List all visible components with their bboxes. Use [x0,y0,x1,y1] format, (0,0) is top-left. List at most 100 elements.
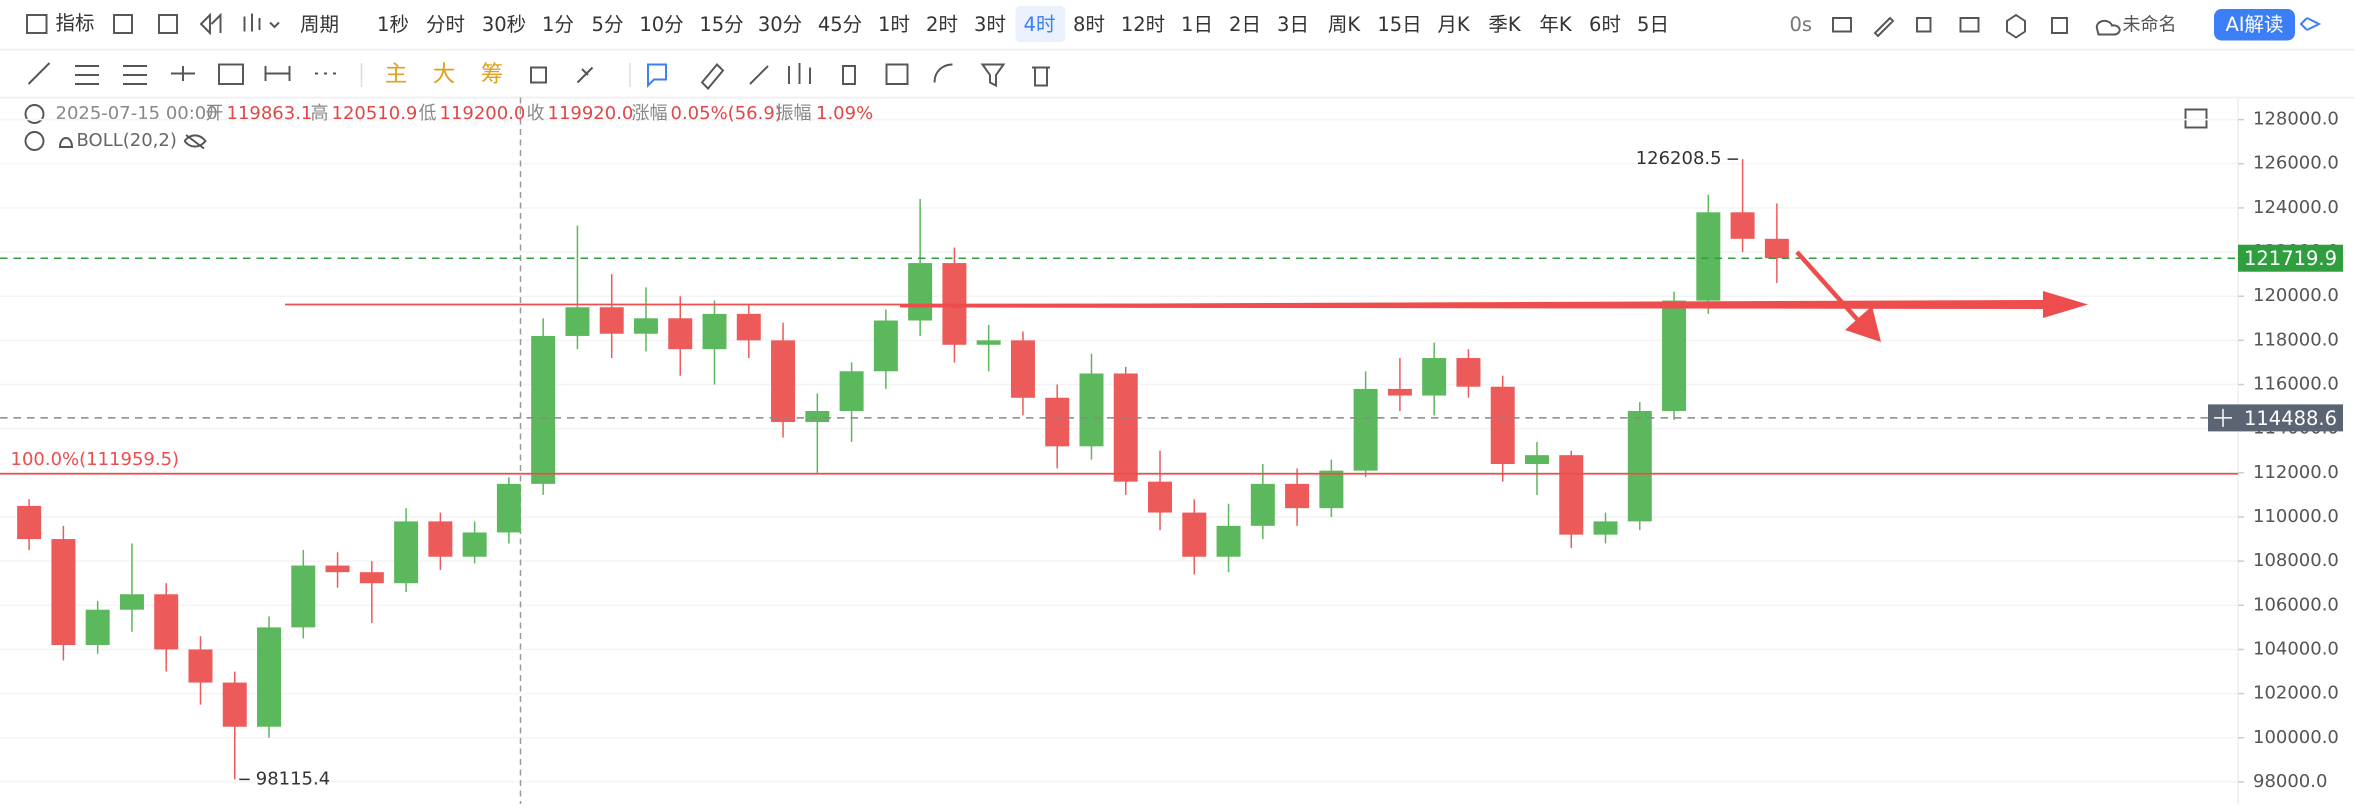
high-annotation: 126208.5 [1636,148,1722,169]
y-tick-label: 116000.0 [2253,374,2339,395]
period-option[interactable]: 2时 [926,13,958,36]
chart-tool[interactable]: 主 [385,62,408,88]
period-option[interactable]: 5分 [592,13,624,36]
candle-body [1285,483,1310,509]
period-option[interactable]: 30秒 [482,13,526,36]
period-option[interactable]: 季K [1488,13,1522,36]
candle-body [565,307,590,336]
candle-body [291,565,316,628]
candle-body [222,682,247,727]
candle-body [1010,340,1035,398]
candle-body [1490,386,1515,464]
period-option[interactable]: 15日 [1377,13,1421,36]
candle-body [1627,411,1652,522]
last-price-label: 121719.9 [2244,247,2337,270]
info-field: 振幅 [776,103,812,124]
ai-button[interactable]: AI解读 [2225,13,2283,36]
y-tick-label: 102000.0 [2253,683,2339,704]
info-field: 119863.1 [227,103,313,124]
info-time: 2025-07-15 00:00 [56,103,218,124]
info-field: 开 [206,103,224,124]
candle-body [257,627,282,727]
candle-body [702,313,727,350]
candle-body [1387,388,1412,396]
last-price-tag [2238,244,2343,272]
candle-body [1593,521,1618,535]
price-axis: 98000.0 100000.0 102000.0 104000.0 106000.0 1… [2238,109,2339,792]
y-tick-label: 108000.0 [2253,550,2339,571]
candle-body [976,340,1001,345]
period-option[interactable]: 1秒 [377,13,409,36]
period-option[interactable]: 周K [1328,13,1362,36]
info-field: 低 [419,103,437,124]
candle-body [908,263,933,321]
candle-body [1353,388,1378,471]
info-field: 119200.0 [440,103,526,124]
info-field: 0.05%(56.9) [671,103,782,124]
chart-tool[interactable]: 大 [433,62,456,88]
low-annotation: 98115.4 [256,768,330,789]
period-option[interactable]: 30分 [758,13,802,36]
period-option[interactable]: 3时 [974,13,1006,36]
candle-body [462,532,487,557]
candle-body [873,320,898,372]
period-option[interactable]: 8时 [1073,13,1105,36]
candle-body [1148,481,1173,513]
candle-body [394,521,419,584]
period-option[interactable]: 15分 [699,13,743,36]
chart-tool[interactable]: 筹 [481,62,504,88]
period-option[interactable]: 4时 [1024,13,1056,36]
indicator-button[interactable]: 指标 [56,12,95,35]
candle-body [1456,358,1481,387]
period-option[interactable]: 10分 [639,13,683,36]
candle-body [1079,373,1104,447]
candle-body [188,649,213,683]
period-option[interactable]: 年K [1539,13,1573,36]
candle-body [1045,397,1070,447]
period-option[interactable]: 月K [1437,13,1471,36]
candle-body [531,335,556,484]
candle-body [119,594,144,610]
candle-body [1216,525,1241,557]
y-tick-label: 118000.0 [2253,329,2339,350]
candle-body [736,313,761,341]
period-option[interactable]: 2日 [1229,13,1261,36]
candle-body [1113,373,1138,482]
layout-name[interactable]: 未命名 [2123,15,2177,36]
ai-button-bg[interactable] [2214,9,2295,41]
info-field: 收 [527,103,545,124]
boll-indicator: BOLL(20,2) [77,130,177,151]
candle-body [1524,455,1549,464]
trend-arrows [285,250,2088,342]
period-option[interactable]: 分时 [426,13,465,36]
info-field: 高 [311,103,329,124]
period-option[interactable]: 1时 [878,13,910,36]
y-tick-label: 128000.0 [2253,109,2339,130]
y-tick-label: 100000.0 [2253,727,2339,748]
period-option[interactable]: 3日 [1277,13,1309,36]
candle-body [1730,212,1755,239]
candle-body [1764,238,1789,259]
candle-body [1319,470,1344,509]
candle-body [85,609,110,646]
y-tick-label: 126000.0 [2253,153,2339,174]
period-button[interactable]: 周期 [300,13,339,36]
candle-body [1422,358,1447,396]
candle-body [805,411,830,423]
period-option[interactable]: 1分 [542,13,574,36]
period-option[interactable]: 1日 [1181,13,1213,36]
candle-body [359,572,384,584]
info-field: 涨幅 [632,103,668,124]
info-field: 1.09% [816,103,873,124]
period-option[interactable]: 5日 [1637,13,1669,36]
crosshair-label: 114488.6 [2244,407,2337,430]
candle-body [428,521,453,557]
period-option[interactable]: 45分 [818,13,862,36]
candle-body [154,594,179,650]
period-option[interactable]: 6时 [1589,13,1621,36]
candle-body [839,371,864,412]
period-option[interactable]: 12时 [1121,13,1165,36]
candle-body [1696,212,1721,301]
